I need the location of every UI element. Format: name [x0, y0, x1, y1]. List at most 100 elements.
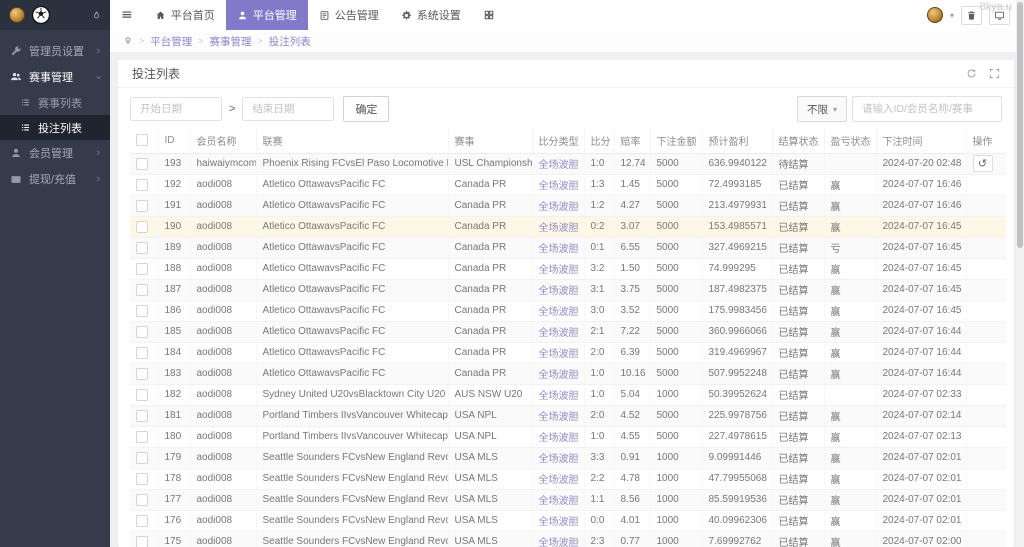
cell-score-type: 全场波胆 — [532, 363, 585, 385]
cell-odds: 1.45 — [614, 174, 651, 196]
cell-operation: ↺ — [966, 468, 1006, 490]
cell-score-type: 全场波胆 — [532, 237, 585, 259]
table-row[interactable]: 175 aodi008 Seattle Sounders FCvsNew Eng… — [130, 531, 1006, 547]
confirm-button[interactable]: 确定 — [343, 96, 390, 122]
cell-match: Atletico OttawavsPacific FC — [256, 300, 449, 322]
table-row[interactable]: 183 aodi008 Atletico OttawavsPacific FC … — [130, 363, 1006, 385]
row-checkbox[interactable] — [136, 325, 148, 338]
table-row[interactable]: 178 aodi008 Seattle Sounders FCvsNew Eng… — [130, 468, 1006, 490]
cell-odds: 4.78 — [614, 468, 651, 490]
cell-profit: 153.4985571 — [702, 216, 773, 238]
cell-league: Canada PR — [448, 342, 533, 364]
row-checkbox[interactable] — [136, 451, 148, 464]
breadcrumb-link[interactable]: 平台管理 — [150, 35, 193, 48]
row-checkbox[interactable] — [136, 367, 148, 380]
nav-item-label: 系统设置 — [416, 10, 461, 22]
cell-score-type: 全场波胆 — [532, 195, 585, 217]
start-date-input[interactable] — [130, 97, 222, 121]
table-row[interactable]: 181 aodi008 Portland Timbers IIvsVancouv… — [130, 405, 1006, 427]
row-checkbox[interactable] — [136, 157, 148, 170]
table-row[interactable]: 188 aodi008 Atletico OttawavsPacific FC … — [130, 258, 1006, 280]
row-checkbox[interactable] — [136, 283, 148, 296]
cell-bet-time: 2024-07-07 02:01 — [876, 447, 967, 469]
chevron-right-icon: › — [96, 172, 100, 185]
cell-member: aodi008 — [190, 342, 257, 364]
row-checkbox[interactable] — [136, 430, 148, 443]
cell-winloss-status: 赢 — [824, 342, 877, 364]
table-row[interactable]: 187 aodi008 Atletico OttawavsPacific FC … — [130, 279, 1006, 301]
cell-match: Atletico OttawavsPacific FC — [256, 258, 449, 280]
search-input[interactable] — [852, 96, 1002, 122]
breadcrumb-link[interactable]: 投注列表 — [268, 35, 311, 48]
resettle-button[interactable]: ↺ — [972, 155, 993, 172]
screen-button[interactable] — [989, 5, 1010, 25]
nav-item-label: 平台管理 — [252, 10, 297, 22]
sidebar-item-member-management[interactable]: 会员管理 › — [0, 140, 110, 166]
select-all-checkbox[interactable] — [136, 134, 148, 147]
nav-item-platform-home[interactable]: 平台首页 — [144, 0, 226, 30]
row-checkbox[interactable] — [136, 304, 148, 317]
cell-settle-status: 已结算 — [772, 363, 825, 385]
sidebar-item-match-list[interactable]: 赛事列表 — [0, 90, 110, 115]
filter-type-dropdown[interactable]: 不限 ▾ — [796, 96, 847, 122]
cell-winloss-status: 赢 — [824, 510, 877, 532]
cell-odds: 1.50 — [614, 258, 651, 280]
sidebar-item-withdraw-recharge[interactable]: 提现/充值 › — [0, 166, 110, 192]
cell-score: 2:3 — [584, 531, 615, 547]
table-row[interactable]: 179 aodi008 Seattle Sounders FCvsNew Eng… — [130, 447, 1006, 469]
table-row[interactable]: 190 aodi008 Atletico OttawavsPacific FC … — [130, 216, 1006, 238]
table-row[interactable]: 191 aodi008 Atletico OttawavsPacific FC … — [130, 195, 1006, 217]
row-checkbox[interactable] — [136, 199, 148, 212]
row-checkbox[interactable] — [136, 472, 148, 485]
nav-item-announcement-management[interactable]: 公告管理 — [308, 0, 390, 30]
row-checkbox[interactable] — [136, 178, 148, 191]
row-checkbox[interactable] — [136, 220, 148, 233]
row-checkbox[interactable] — [136, 262, 148, 275]
table-row[interactable]: 184 aodi008 Atletico OttawavsPacific FC … — [130, 342, 1006, 364]
soccer-ball-logo-icon — [31, 5, 51, 25]
hamburger-menu-icon[interactable]: ≡ — [121, 7, 133, 23]
chevron-down-icon[interactable]: ▾ — [949, 10, 954, 20]
table-row[interactable]: 193 haiwaiymcom Phoenix Rising FCvsEl Pa… — [130, 153, 1006, 175]
sidebar-item-admin-settings[interactable]: 管理员设置 › — [0, 38, 110, 64]
trash-button[interactable] — [961, 5, 982, 25]
table-row[interactable]: 182 aodi008 Sydney United U20vsBlacktown… — [130, 384, 1006, 406]
fullscreen-icon[interactable] — [989, 68, 1000, 79]
table-row[interactable]: 186 aodi008 Atletico OttawavsPacific FC … — [130, 300, 1006, 322]
cell-checkbox — [130, 216, 159, 238]
row-checkbox[interactable] — [136, 493, 148, 506]
row-checkbox[interactable] — [136, 388, 148, 401]
cell-profit: 360.9966066 — [702, 321, 773, 343]
row-checkbox[interactable] — [136, 346, 148, 359]
navbar-right: ▾ — [926, 5, 1024, 25]
cell-checkbox — [130, 279, 159, 301]
table-row[interactable]: 176 aodi008 Seattle Sounders FCvsNew Eng… — [130, 510, 1006, 532]
nav-item-platform-management[interactable]: 平台管理 — [225, 0, 308, 30]
cell-league: USA NPL — [448, 426, 533, 448]
cell-match: Atletico OttawavsPacific FC — [256, 174, 449, 196]
table-row[interactable]: 185 aodi008 Atletico OttawavsPacific FC … — [130, 321, 1006, 343]
sidebar-item-bet-list[interactable]: 投注列表 — [0, 115, 110, 140]
user-avatar[interactable] — [926, 7, 943, 23]
nav-item-system-settings[interactable]: 系统设置 — [390, 0, 472, 30]
row-checkbox[interactable] — [136, 241, 148, 254]
breadcrumb-link[interactable]: 赛事管理 — [209, 35, 252, 48]
table-row[interactable]: 192 aodi008 Atletico OttawavsPacific FC … — [130, 174, 1006, 196]
cell-score-type: 全场波胆 — [532, 426, 585, 448]
cell-amount: 5000 — [650, 195, 703, 217]
row-checkbox[interactable] — [136, 409, 148, 422]
end-date-input[interactable] — [242, 97, 335, 121]
table-row[interactable]: 180 aodi008 Portland Timbers IIvsVancouv… — [130, 426, 1006, 448]
row-checkbox[interactable] — [136, 535, 148, 547]
sidebar-item-match-management[interactable]: 赛事管理 › — [0, 64, 110, 90]
table-row[interactable]: 177 aodi008 Seattle Sounders FCvsNew Eng… — [130, 489, 1006, 511]
refresh-icon[interactable] — [966, 68, 977, 79]
nav-item-apps-grid[interactable] — [472, 0, 506, 30]
row-checkbox[interactable] — [136, 514, 148, 527]
cell-profit: 636.9940122 — [702, 153, 773, 175]
page-title: 投注列表 — [132, 67, 181, 81]
scrollbar-thumb[interactable] — [1017, 2, 1023, 248]
cell-odds: 4.55 — [614, 426, 651, 448]
table-row[interactable]: 189 aodi008 Atletico OttawavsPacific FC … — [130, 237, 1006, 259]
cell-operation: ↺ — [966, 174, 1006, 196]
